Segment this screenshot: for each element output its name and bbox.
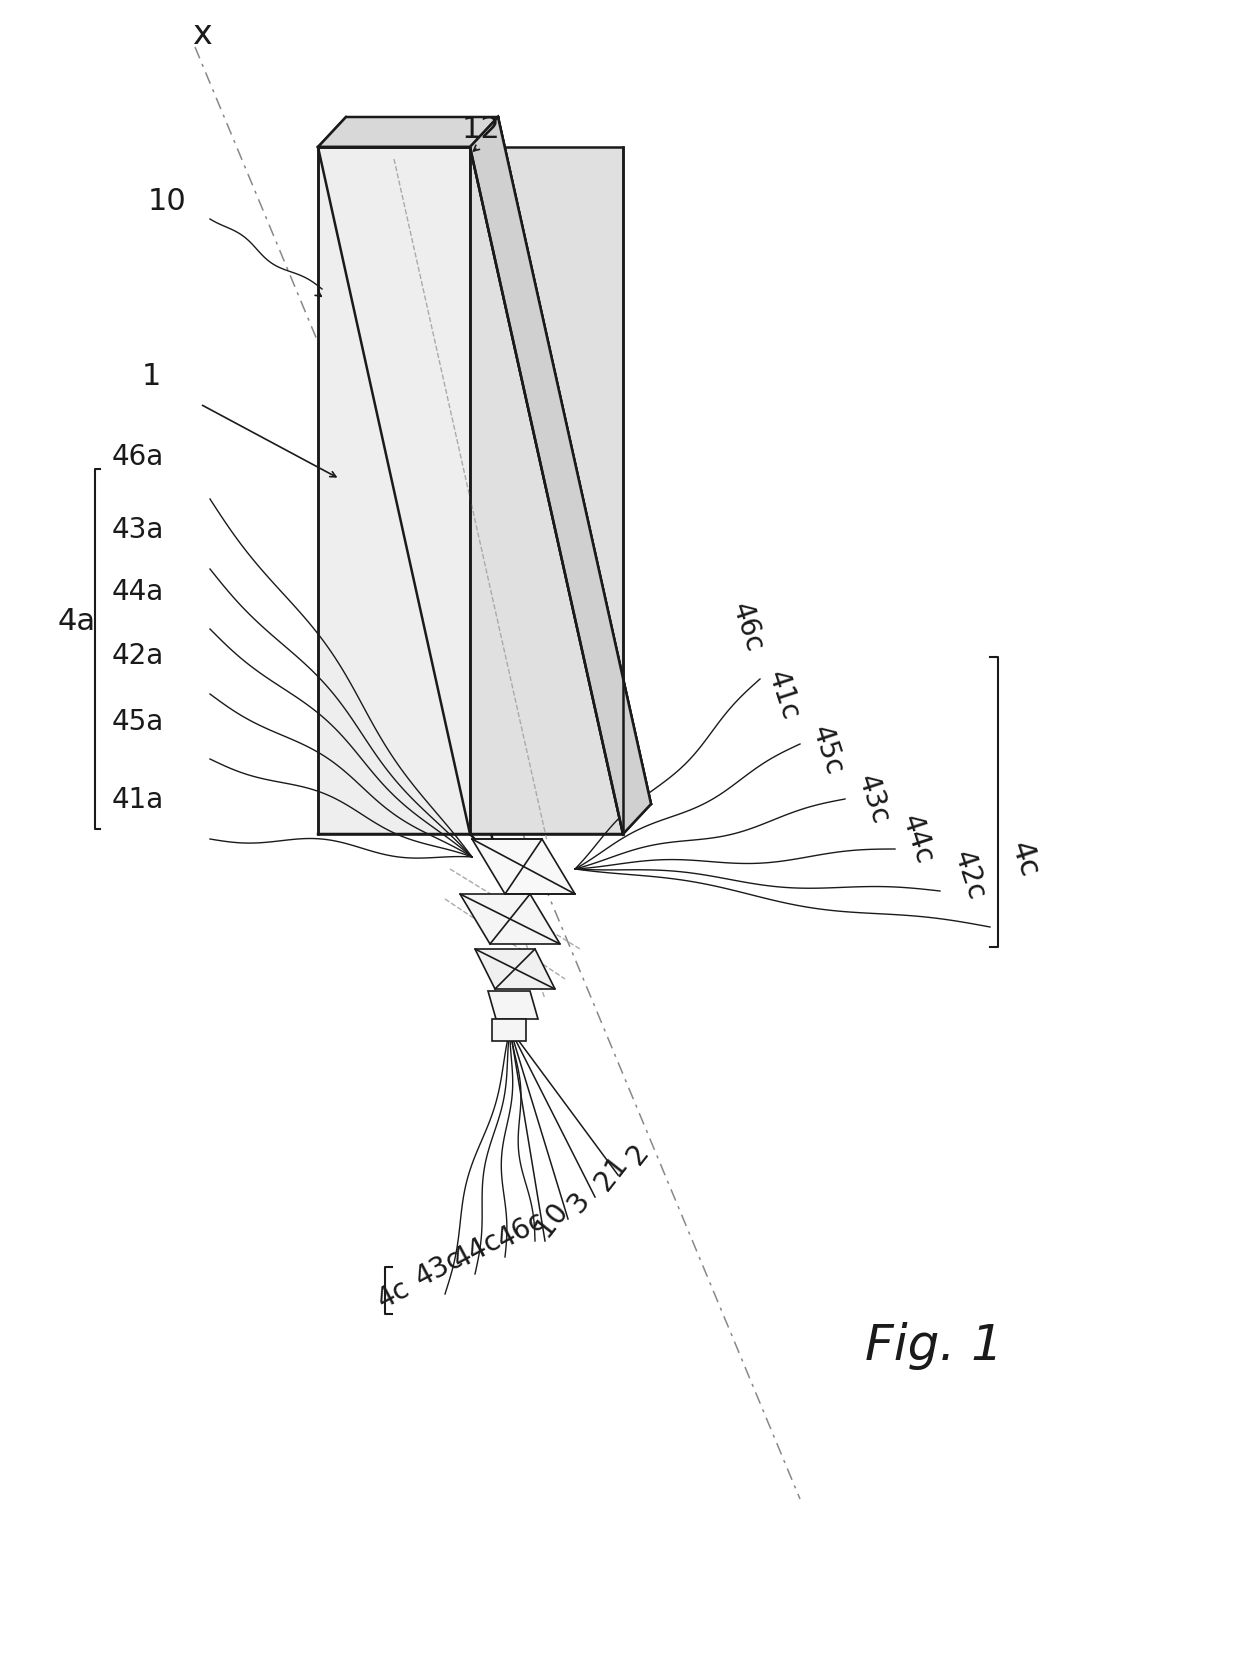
Text: 3: 3 <box>563 1186 596 1218</box>
Text: 44c: 44c <box>897 810 939 867</box>
Polygon shape <box>475 950 556 990</box>
Text: x: x <box>192 18 212 52</box>
Polygon shape <box>317 148 470 835</box>
Text: 10: 10 <box>148 186 187 216</box>
Text: 2: 2 <box>622 1138 655 1170</box>
Polygon shape <box>470 148 622 835</box>
Polygon shape <box>489 992 538 1020</box>
Polygon shape <box>317 118 498 148</box>
Text: 12: 12 <box>463 115 501 143</box>
Text: 46c: 46c <box>492 1205 549 1253</box>
Polygon shape <box>317 148 498 865</box>
Text: 46a: 46a <box>112 443 164 471</box>
Text: 4c: 4c <box>1004 837 1044 880</box>
Text: 43a: 43a <box>112 516 165 544</box>
Text: 4c: 4c <box>372 1273 414 1313</box>
Polygon shape <box>470 118 651 835</box>
Text: 41c: 41c <box>763 667 805 724</box>
Text: 45c: 45c <box>806 722 848 779</box>
Text: 1: 1 <box>143 361 161 391</box>
Text: 4a: 4a <box>58 607 97 636</box>
Polygon shape <box>492 1020 526 1042</box>
Polygon shape <box>472 840 575 895</box>
Text: 21: 21 <box>590 1150 634 1195</box>
Text: 42a: 42a <box>112 642 164 669</box>
Text: 10: 10 <box>529 1196 574 1241</box>
Polygon shape <box>460 895 560 945</box>
Text: 43c: 43c <box>410 1243 467 1291</box>
Text: 42c: 42c <box>949 847 991 904</box>
Text: 41a: 41a <box>112 785 164 814</box>
Text: 44c: 44c <box>448 1225 506 1273</box>
Text: 44a: 44a <box>112 577 164 606</box>
Text: 46c: 46c <box>725 599 769 656</box>
Text: 43c: 43c <box>852 770 894 827</box>
Text: 45a: 45a <box>112 707 164 735</box>
Text: Fig. 1: Fig. 1 <box>866 1321 1003 1369</box>
